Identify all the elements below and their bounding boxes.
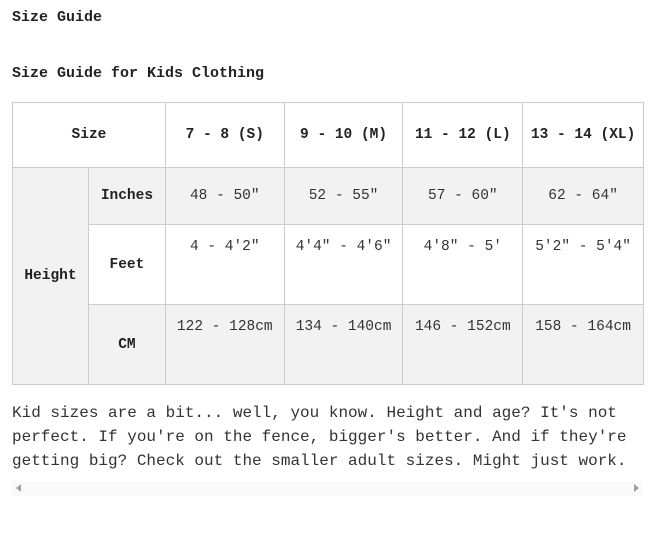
table-cell: 57 - 60" — [402, 167, 524, 225]
height-group-label: Height — [12, 167, 89, 385]
size-note: Kid sizes are a bit... well, you know. H… — [12, 404, 627, 470]
scroll-left-arrow-icon[interactable] — [16, 484, 21, 492]
table-cell: 146 - 152cm — [402, 304, 524, 385]
scroll-right-arrow-icon[interactable] — [634, 484, 639, 492]
table-cell: 122 - 128cm — [164, 304, 285, 385]
size-table: Size 7 - 8 (S) 9 - 10 (M) 11 - 12 (L) 13… — [12, 102, 644, 385]
horizontal-scrollbar[interactable] — [12, 481, 643, 496]
table-cell: 158 - 164cm — [522, 304, 644, 385]
column-header: 13 - 14 (XL) — [522, 102, 644, 168]
table-cell: 4 - 4'2" — [164, 224, 285, 305]
section-title: Size Guide for Kids Clothing — [12, 65, 265, 82]
table-row: Feet 4 - 4'2" 4'4" - 4'6" 4'8" - 5' 5'2"… — [13, 224, 644, 305]
column-header: 9 - 10 (M) — [283, 102, 404, 168]
table-cell: 134 - 140cm — [283, 304, 404, 385]
table-cell: 52 - 55" — [283, 167, 404, 225]
row-label: CM — [87, 304, 166, 385]
row-label: Feet — [87, 224, 166, 305]
table-cell: 5'2" - 5'4" — [522, 224, 644, 305]
row-label: Inches — [87, 167, 166, 225]
table-row: Height Inches 48 - 50" 52 - 55" 57 - 60"… — [12, 167, 644, 385]
table-row: CM 122 - 128cm 134 - 140cm 146 - 152cm 1… — [12, 304, 644, 385]
table-header-row: Size 7 - 8 (S) 9 - 10 (M) 11 - 12 (L) 13… — [12, 102, 644, 168]
size-header: Size — [12, 102, 166, 168]
table-cell: 4'8" - 5' — [402, 224, 524, 305]
column-header: 7 - 8 (S) — [164, 102, 285, 168]
page-title: Size Guide — [12, 9, 103, 26]
column-header: 11 - 12 (L) — [402, 102, 524, 168]
table-cell: 4'4" - 4'6" — [283, 224, 404, 305]
table-cell: 48 - 50" — [164, 167, 285, 225]
table-cell: 62 - 64" — [522, 167, 644, 225]
